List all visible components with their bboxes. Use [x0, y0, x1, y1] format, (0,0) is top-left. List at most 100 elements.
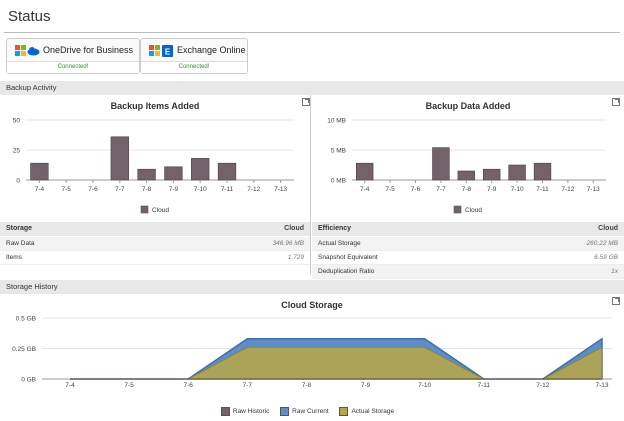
y-tick-label: 0 — [16, 178, 20, 185]
x-tick-label: 7-10 — [511, 186, 524, 193]
x-tick-label: 7-13 — [587, 186, 600, 193]
legend-label: Raw Current — [292, 408, 329, 416]
bar — [191, 158, 210, 181]
bar — [137, 168, 156, 181]
title-divider — [4, 32, 620, 33]
legend-item: Actual Storage — [339, 407, 395, 416]
row-value: 260.22 MB — [586, 240, 618, 247]
y-tick-label: 0.25 GB — [12, 346, 36, 353]
service-status: Connected! — [7, 61, 139, 73]
exchange-icon: E — [149, 45, 173, 57]
row-label: Snapshot Equivalent — [318, 254, 378, 261]
bar — [483, 168, 501, 181]
bar — [533, 162, 552, 181]
efficiency-table-header: Efficiency Cloud — [312, 222, 624, 236]
x-tick-label: 7-8 — [142, 186, 152, 193]
y-tick-label: 50 — [13, 118, 21, 125]
section-backup-activity: Backup Activity — [0, 81, 624, 95]
row-value: 346.96 MB — [272, 240, 304, 247]
table-row: Raw Data 346.96 MB — [0, 237, 310, 251]
x-tick-label: 7-8 — [302, 382, 312, 389]
x-tick-label: 7-7 — [243, 382, 253, 389]
x-tick-label: 7-4 — [360, 186, 370, 193]
x-tick-label: 7-11 — [536, 186, 549, 193]
x-tick-label: 7-5 — [61, 186, 71, 193]
x-tick-label: 7-10 — [418, 382, 431, 389]
bar — [356, 162, 374, 181]
y-tick-label: 10 MB — [327, 118, 346, 125]
bar — [110, 136, 129, 181]
row-value: 1x — [611, 268, 618, 275]
legend-item: Raw Current — [280, 407, 329, 416]
y-tick-label: 25 — [13, 148, 21, 155]
legend-swatch — [140, 205, 149, 214]
x-tick-label: 7-6 — [184, 382, 194, 389]
y-tick-label: 0 MB — [331, 178, 346, 185]
page-title: Status — [8, 8, 51, 25]
x-tick-label: 7-12 — [247, 186, 260, 193]
expand-icon[interactable] — [302, 98, 310, 106]
onedrive-icon — [15, 45, 40, 56]
legend-swatch — [280, 407, 290, 416]
service-name: OneDrive for Business — [43, 45, 134, 55]
table-row: Snapshot Equivalent 6.59 GB — [312, 251, 624, 265]
service-name: Exchange Online — [177, 45, 246, 55]
x-tick-label: 7-5 — [124, 382, 134, 389]
y-tick-label: 5 MB — [331, 148, 346, 155]
expand-icon[interactable] — [612, 98, 620, 106]
chart-divider — [310, 95, 311, 275]
legend-swatch — [339, 407, 349, 416]
service-card-onedrive[interactable]: OneDrive for Business Connected! — [6, 38, 140, 74]
chart-items-added: 0 25 50 7-4 7-5 7-6 7-7 7-8 7-9 7-10 7-11 7-12 7-13 C… — [13, 118, 294, 214]
row-label: Deduplication Ratio — [318, 268, 375, 275]
chart-title-cloud-storage: Cloud Storage — [281, 300, 343, 310]
efficiency-header-value: Cloud — [598, 225, 618, 232]
legend-label: Raw Historic — [232, 408, 270, 416]
legend-swatch — [220, 407, 230, 416]
chart-data-added: 0 MB 5 MB 10 MB 7-4 7-5 7-6 7-7 7-8 7-9 7-10 7-11 7… — [327, 118, 606, 214]
x-tick-label: 7-9 — [361, 382, 371, 389]
bar — [508, 164, 526, 181]
expand-icon[interactable] — [612, 297, 620, 305]
x-tick-label: 7-9 — [169, 186, 179, 193]
x-tick-label: 7-11 — [478, 382, 491, 389]
x-tick-label: 7-12 — [536, 382, 549, 389]
area-series — [70, 346, 603, 380]
legend-label: Cloud — [465, 207, 482, 214]
svg-text:E: E — [165, 48, 171, 57]
section-storage-history: Storage History — [0, 280, 624, 294]
chart-cloud-storage: 0 GB 0.25 GB 0.5 GB 7-4 7-5 7-6 7-7 7-8 7-9 7-10 7… — [12, 316, 612, 389]
x-tick-label: 7-7 — [436, 186, 446, 193]
bar — [30, 162, 49, 181]
y-tick-label: 0.5 GB — [16, 316, 36, 323]
table-row: Actual Storage 260.22 MB — [312, 237, 624, 251]
row-label: Actual Storage — [318, 240, 361, 247]
row-value: 1,729 — [287, 254, 304, 261]
x-tick-label: 7-6 — [88, 186, 98, 193]
chart-title-data: Backup Data Added — [425, 101, 511, 111]
x-tick-label: 7-9 — [487, 186, 497, 193]
legend-item: Raw Historic — [220, 407, 270, 416]
cloud-storage-legend: Raw Historic Raw Current Actual Storage — [0, 407, 624, 416]
service-card-exchange[interactable]: E Exchange Online Connected! — [140, 38, 248, 74]
row-label: Items — [6, 254, 22, 261]
table-row: Items 1,729 — [0, 251, 310, 265]
storage-table-header: Storage Cloud — [0, 222, 310, 236]
row-label: Raw Data — [6, 240, 35, 247]
x-tick-label: 7-6 — [411, 186, 421, 193]
bar — [432, 147, 450, 181]
table-row: Deduplication Ratio 1x — [312, 265, 624, 279]
bar — [457, 170, 475, 181]
legend-swatch — [453, 205, 462, 214]
bar — [217, 162, 237, 181]
chart-title-items: Backup Items Added — [110, 101, 200, 111]
x-tick-label: 7-7 — [115, 186, 125, 193]
row-value: 6.59 GB — [594, 254, 618, 261]
x-tick-label: 7-4 — [65, 382, 75, 389]
storage-header-value: Cloud — [284, 225, 304, 232]
x-tick-label: 7-13 — [595, 382, 608, 389]
service-status: Connected! — [141, 61, 247, 73]
storage-header-label: Storage — [6, 225, 33, 232]
bar — [164, 166, 183, 181]
legend-label: Actual Storage — [351, 408, 395, 416]
